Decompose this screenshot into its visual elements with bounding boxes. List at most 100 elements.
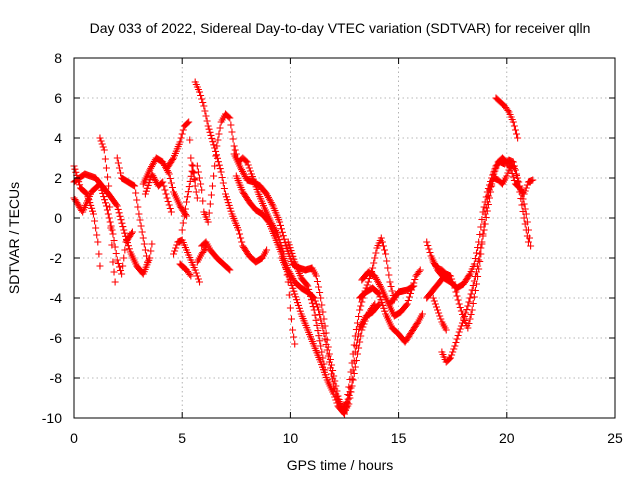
data-point-marker [206,200,214,208]
data-point-marker [102,199,110,207]
data-point-marker [110,237,118,244]
series-arc-8 [163,118,201,202]
data-point-marker [117,267,125,274]
data-point-marker [507,166,515,174]
data-point-marker [409,283,417,291]
data-point-marker [118,219,126,227]
data-point-marker [137,222,145,230]
data-point-marker [100,193,108,201]
data-point-marker [125,245,133,253]
data-point-marker [186,136,194,144]
data-point-marker [519,208,527,215]
data-point-marker [468,286,476,294]
data-point-marker [106,218,114,226]
data-point-marker [199,99,207,106]
data-point-marker [331,377,339,385]
data-point-marker [243,158,251,166]
data-point-marker [347,384,355,392]
data-point-marker [268,200,276,208]
data-point-marker [112,201,120,209]
data-point-marker [509,118,517,126]
data-point-marker [167,208,175,216]
data-point-marker [476,250,484,258]
data-point-marker [315,283,323,291]
data-point-marker [183,193,191,201]
data-point-marker [200,102,208,110]
data-point-marker [357,302,365,310]
data-point-marker [386,278,394,286]
data-point-marker [102,164,110,172]
data-point-marker [119,262,127,270]
data-point-marker [179,126,187,134]
data-point-marker [202,244,210,252]
data-point-marker [334,392,342,400]
data-point-marker [230,142,238,150]
data-point-marker [244,161,252,169]
data-point-marker [160,182,168,190]
data-point-marker [291,340,299,348]
data-point-marker [100,146,108,154]
data-point-marker [121,246,129,254]
data-point-marker [323,346,331,354]
y-tick-label: -2 [50,250,63,266]
data-point-marker [166,205,174,212]
data-point-marker [382,250,390,258]
data-point-marker [213,151,221,159]
data-point-marker [112,250,120,257]
data-point-marker [225,113,233,121]
data-point-marker [193,194,201,202]
data-point-marker [176,138,184,146]
data-point-marker [96,134,104,142]
data-point-marker [197,92,205,99]
data-point-marker [185,118,193,126]
data-point-marker [188,161,196,169]
data-point-marker [186,271,194,278]
data-point-marker [115,164,123,172]
data-point-marker [330,390,338,398]
data-point-marker [210,141,218,149]
data-point-marker [365,275,373,282]
data-point-marker [171,247,179,255]
series-arc-16 [232,172,379,416]
data-point-marker [211,162,219,170]
data-point-marker [219,179,227,187]
data-point-marker [369,264,377,272]
data-point-marker [445,355,453,363]
data-point-marker [120,254,128,262]
data-point-marker [431,300,439,308]
data-point-marker [225,265,233,273]
data-point-marker [471,255,479,262]
data-point-marker [481,220,489,228]
data-point-marker [504,107,512,114]
data-point-marker [279,232,287,240]
data-point-marker [306,292,314,300]
data-point-marker [469,282,477,289]
data-point-marker [490,170,498,178]
data-point-marker [477,223,485,231]
data-point-marker [447,354,455,362]
data-point-marker [356,306,364,314]
data-markers [70,78,537,418]
data-point-marker [478,238,486,246]
data-point-marker [207,131,215,139]
data-point-marker [216,165,224,173]
data-point-marker [281,239,289,247]
data-point-marker [141,246,149,254]
data-point-marker [114,260,122,267]
data-point-marker [214,136,222,144]
data-point-marker [456,325,464,333]
data-point-marker [308,299,316,307]
x-tick-label: 10 [283,430,299,446]
data-point-marker [457,307,465,315]
data-point-marker [469,300,477,307]
data-point-marker [168,184,176,191]
data-point-marker [521,220,529,228]
data-point-marker [513,172,521,179]
data-point-marker [466,315,474,323]
data-point-marker [457,322,465,330]
data-point-marker [318,301,326,309]
data-point-marker [191,266,199,274]
data-point-marker [290,333,298,341]
data-point-marker [236,230,244,238]
y-tick-label: 2 [54,170,62,186]
